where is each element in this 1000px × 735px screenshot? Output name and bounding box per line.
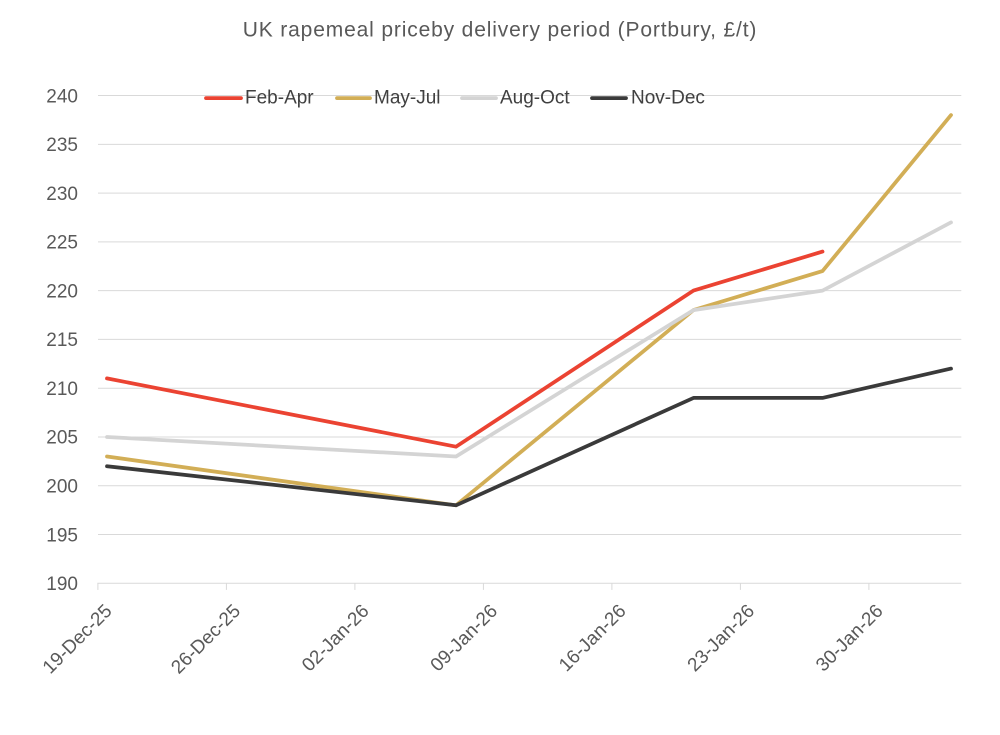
svg-text:235: 235 xyxy=(46,135,78,156)
svg-text:Nov-Dec: Nov-Dec xyxy=(631,87,705,108)
svg-text:240: 240 xyxy=(46,86,78,107)
svg-text:190: 190 xyxy=(46,574,78,595)
svg-text:Aug-Oct: Aug-Oct xyxy=(500,87,570,108)
svg-text:220: 220 xyxy=(46,281,78,302)
svg-text:195: 195 xyxy=(46,525,78,546)
svg-text:Feb-Apr: Feb-Apr xyxy=(245,87,314,108)
svg-text:200: 200 xyxy=(46,477,78,498)
svg-text:230: 230 xyxy=(46,184,78,205)
svg-text:UK rapemeal priceby delivery p: UK rapemeal priceby delivery period (Por… xyxy=(243,18,758,41)
svg-text:215: 215 xyxy=(46,330,78,351)
svg-text:205: 205 xyxy=(46,428,78,449)
svg-text:225: 225 xyxy=(46,233,78,254)
svg-text:210: 210 xyxy=(46,379,78,400)
svg-text:May-Jul: May-Jul xyxy=(374,87,441,108)
